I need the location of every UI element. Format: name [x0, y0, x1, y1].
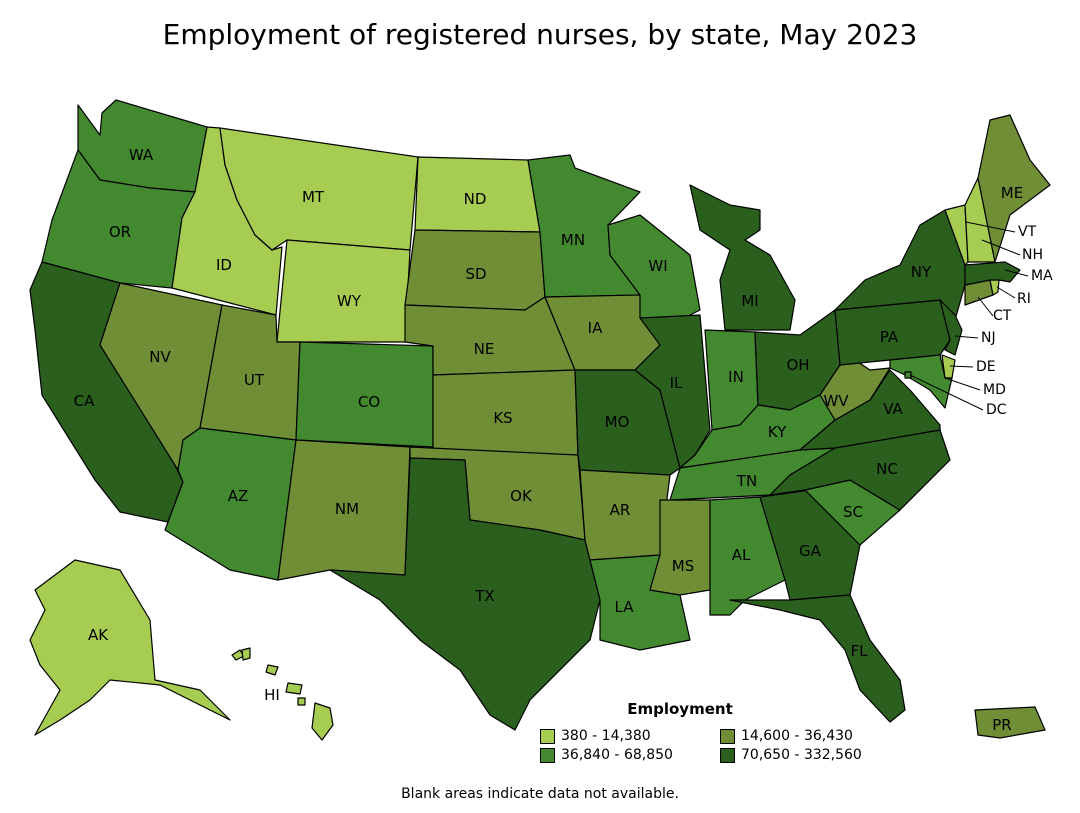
state-mi[interactable] — [689, 184, 796, 331]
svg-text:ME: ME — [1001, 184, 1023, 202]
svg-text:ND: ND — [464, 190, 487, 208]
svg-text:UT: UT — [244, 371, 265, 389]
svg-text:CO: CO — [358, 393, 380, 411]
svg-text:RI: RI — [1017, 291, 1031, 307]
svg-text:AZ: AZ — [228, 487, 249, 505]
svg-text:SC: SC — [843, 503, 863, 521]
state-pr[interactable] — [974, 706, 1046, 739]
svg-text:MA: MA — [1031, 268, 1053, 284]
leader-lines — [909, 221, 1029, 411]
svg-text:IA: IA — [588, 319, 603, 337]
state-tx[interactable] — [329, 457, 601, 731]
svg-text:AL: AL — [732, 546, 751, 564]
state-wy[interactable] — [276, 239, 411, 343]
svg-text:HI: HI — [264, 686, 280, 704]
legend-swatch-class-4 — [720, 747, 735, 763]
footnote: Blank areas indicate data not available. — [401, 786, 679, 802]
legend-swatch-class-3 — [540, 747, 555, 763]
state-dc[interactable] — [904, 371, 912, 379]
state-fl[interactable] — [729, 594, 906, 723]
svg-text:TN: TN — [736, 472, 757, 490]
svg-text:NJ: NJ — [981, 330, 996, 346]
state-labels: WA OR CA ID NV MT WY UT AZ CO NM ND SD N… — [74, 146, 1053, 734]
svg-text:NE: NE — [474, 340, 495, 358]
legend-label-class-3: 36,840 - 68,850 — [561, 747, 673, 763]
legend-swatch-class-2 — [720, 728, 735, 744]
svg-text:MN: MN — [561, 231, 585, 249]
svg-text:LA: LA — [615, 598, 635, 616]
svg-text:MO: MO — [605, 413, 630, 431]
svg-text:VA: VA — [883, 400, 903, 418]
svg-text:OK: OK — [510, 487, 533, 505]
svg-text:PA: PA — [880, 328, 899, 346]
svg-text:VT: VT — [1018, 224, 1037, 240]
legend-label-class-1: 380 - 14,380 — [561, 728, 651, 744]
svg-text:WI: WI — [648, 257, 667, 275]
state-ma[interactable] — [964, 261, 1021, 286]
svg-text:TX: TX — [474, 587, 494, 605]
svg-text:OH: OH — [786, 356, 809, 374]
svg-text:MI: MI — [741, 292, 758, 310]
svg-text:MT: MT — [302, 188, 325, 206]
svg-text:AR: AR — [610, 501, 631, 519]
legend-label-class-4: 70,650 - 332,560 — [741, 747, 862, 763]
svg-text:IL: IL — [670, 374, 683, 392]
legend: Employment 380 - 14,380 14,600 - 36,430 … — [540, 700, 880, 763]
svg-text:OR: OR — [109, 223, 131, 241]
svg-text:WV: WV — [823, 392, 849, 410]
legend-title: Employment — [627, 700, 733, 718]
svg-text:MD: MD — [983, 382, 1006, 398]
legend-item-class-3: 36,840 - 68,850 — [540, 747, 720, 763]
legend-item-class-1: 380 - 14,380 — [540, 728, 720, 744]
svg-text:DE: DE — [976, 359, 996, 375]
state-ak[interactable] — [29, 559, 231, 736]
svg-text:KS: KS — [493, 409, 512, 427]
state-me[interactable] — [977, 114, 1051, 263]
svg-text:DC: DC — [986, 402, 1007, 418]
legend-item-class-4: 70,650 - 332,560 — [720, 747, 880, 763]
legend-item-class-2: 14,600 - 36,430 — [720, 728, 880, 744]
legend-label-class-2: 14,600 - 36,430 — [741, 728, 853, 744]
legend-swatch-class-1 — [540, 728, 555, 744]
svg-text:WA: WA — [129, 146, 154, 164]
svg-text:CT: CT — [993, 308, 1012, 324]
svg-text:CA: CA — [74, 392, 95, 410]
svg-text:NY: NY — [911, 263, 932, 281]
state-hi[interactable] — [231, 647, 334, 741]
svg-text:GA: GA — [799, 542, 822, 560]
svg-text:NH: NH — [1022, 247, 1043, 263]
svg-text:NC: NC — [876, 460, 898, 478]
svg-text:AK: AK — [88, 626, 109, 644]
svg-text:WY: WY — [337, 292, 362, 310]
svg-text:ID: ID — [216, 256, 232, 274]
svg-text:SD: SD — [465, 265, 486, 283]
map-title: Employment of registered nurses, by stat… — [162, 18, 918, 51]
svg-text:IN: IN — [728, 368, 744, 386]
state-mt[interactable] — [219, 127, 419, 251]
svg-text:NV: NV — [149, 348, 171, 366]
svg-text:FL: FL — [851, 642, 869, 660]
svg-text:MS: MS — [672, 557, 694, 575]
svg-text:NM: NM — [335, 500, 359, 518]
svg-text:PR: PR — [992, 716, 1011, 734]
state-nj[interactable] — [939, 299, 963, 356]
state-md[interactable] — [889, 354, 953, 409]
state-ny[interactable] — [834, 209, 966, 321]
svg-text:KY: KY — [768, 423, 787, 441]
